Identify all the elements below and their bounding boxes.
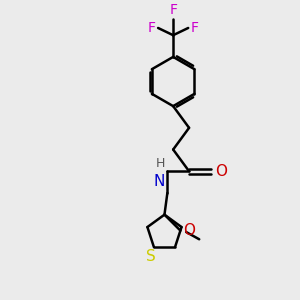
Text: S: S	[146, 249, 155, 264]
Text: F: F	[169, 3, 177, 17]
Text: O: O	[183, 223, 195, 238]
Text: O: O	[215, 164, 227, 179]
Text: H: H	[156, 157, 165, 170]
Text: N: N	[154, 174, 165, 189]
Text: F: F	[190, 21, 199, 35]
Text: F: F	[148, 21, 156, 35]
